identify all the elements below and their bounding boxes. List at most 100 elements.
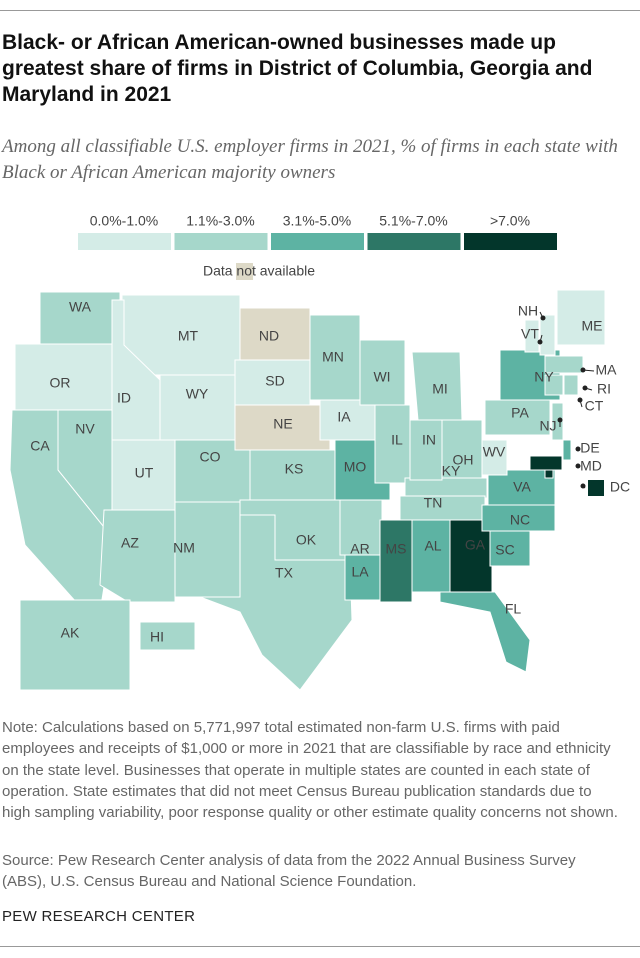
state-label: DE <box>580 440 599 456</box>
state-label: MI <box>432 381 448 397</box>
top-rule <box>0 10 640 11</box>
state-label: AL <box>424 538 441 554</box>
state-label: OK <box>296 532 317 548</box>
state <box>562 439 572 461</box>
state-label: ME <box>582 318 603 334</box>
state-label: WA <box>69 299 92 315</box>
state-label: NV <box>75 421 95 437</box>
state-label: IA <box>337 409 351 425</box>
state-label: MT <box>178 328 199 344</box>
legend-label: 0.0%-1.0% <box>90 213 158 229</box>
leader-dot <box>540 315 546 321</box>
state <box>556 289 606 346</box>
state <box>563 374 579 396</box>
leader-dot <box>575 446 581 452</box>
state-label: CO <box>200 449 221 465</box>
legend-label: 5.1%-7.0% <box>379 213 447 229</box>
state-label: OR <box>50 375 71 391</box>
na-label: Data not available <box>203 263 315 279</box>
legend-label: 1.1%-3.0% <box>186 213 254 229</box>
state-label: RI <box>597 381 611 397</box>
state-label: DC <box>610 479 630 495</box>
state <box>539 314 556 356</box>
state-label: NE <box>273 416 292 432</box>
state-label: SC <box>495 542 514 558</box>
leader-dot <box>580 483 586 489</box>
state-label: NH <box>518 303 538 319</box>
state-label: MN <box>322 349 344 365</box>
subtitle: Among all classifiable U.S. employer fir… <box>2 136 618 183</box>
state-label: TN <box>424 495 443 511</box>
state-label: MD <box>580 458 602 474</box>
state-label: IN <box>422 432 436 448</box>
state <box>544 469 554 479</box>
state-label: ND <box>259 328 279 344</box>
state-label: CA <box>30 438 50 454</box>
state-label: NC <box>510 512 530 528</box>
dc-box <box>588 480 604 496</box>
state-label: KY <box>442 463 461 479</box>
leader-dot <box>577 397 583 403</box>
state-label: VT <box>521 326 539 342</box>
state <box>544 374 564 396</box>
state <box>529 455 563 471</box>
legend-swatch <box>367 233 461 250</box>
legend-swatch <box>78 233 171 250</box>
state-label: MO <box>344 459 367 475</box>
leader-dot <box>537 339 543 345</box>
state <box>481 439 508 476</box>
state <box>139 621 196 651</box>
state-label: NY <box>534 369 554 385</box>
legend-label: 3.1%-5.0% <box>283 213 351 229</box>
na-swatch <box>236 263 253 280</box>
leader-dot <box>575 463 581 469</box>
state-label: KS <box>285 461 304 477</box>
state-label: OH <box>453 452 474 468</box>
footer: PEW RESEARCH CENTER <box>2 908 196 925</box>
state <box>544 355 584 374</box>
state <box>99 509 176 603</box>
state-label: WY <box>186 386 209 402</box>
state-label: WI <box>373 369 390 385</box>
state-label: IL <box>391 432 403 448</box>
legend-swatch <box>174 233 268 250</box>
state <box>439 591 531 673</box>
state <box>411 519 451 593</box>
state-label: MA <box>596 362 618 378</box>
bottom-rule <box>0 946 640 947</box>
source: Source: Pew Research Center analysis of … <box>2 852 576 891</box>
state-label: GA <box>465 537 486 553</box>
leader-dot <box>557 417 563 423</box>
map: 0.0%-1.0% 1.1%-3.0% 3.1%-5.0% 5.1%-7.0% >7.0… <box>9 213 630 691</box>
state-label: UT <box>135 465 154 481</box>
state <box>449 519 493 601</box>
state-label: AZ <box>121 535 139 551</box>
state-label: FL <box>505 601 522 617</box>
state <box>19 599 131 691</box>
note: Note: Calculations based on 5,771,997 to… <box>2 719 618 822</box>
state <box>409 419 443 481</box>
title: Black- or African American-owned busines… <box>2 31 593 106</box>
legend-swatch <box>464 233 557 250</box>
state-label: VA <box>513 479 531 495</box>
state-label: SD <box>265 373 284 389</box>
state-label: WV <box>483 444 506 460</box>
state-label: NJ <box>539 418 556 434</box>
leader-dot <box>580 367 586 373</box>
state-label: HI <box>150 629 164 645</box>
state-label: AR <box>350 541 369 557</box>
state-label: AK <box>61 625 80 641</box>
legend-swatch <box>271 233 364 250</box>
state-label: MS <box>386 541 407 557</box>
state-label: ID <box>117 390 131 406</box>
leader-dot <box>582 385 588 391</box>
legend-label: >7.0% <box>490 213 530 229</box>
state <box>441 419 483 479</box>
state <box>404 477 488 499</box>
state-label: PA <box>511 405 529 421</box>
state <box>399 495 486 521</box>
state-label: TX <box>275 565 294 581</box>
state <box>524 319 540 353</box>
state-label: CT <box>585 398 604 414</box>
